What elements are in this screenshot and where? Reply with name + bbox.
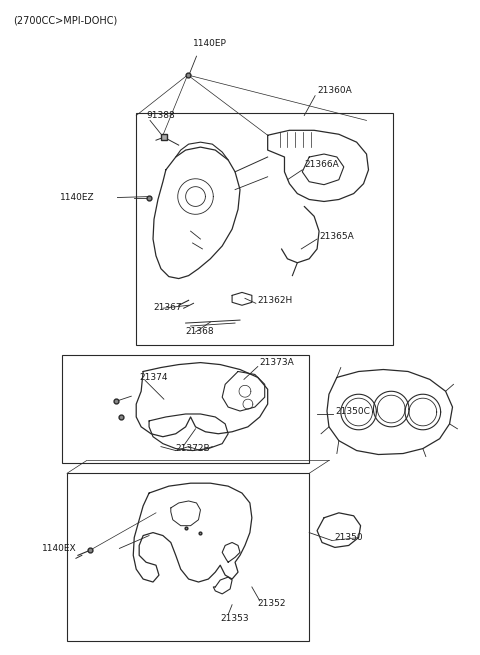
Text: 21372B: 21372B bbox=[176, 444, 210, 453]
Text: 21366A: 21366A bbox=[304, 160, 339, 170]
Text: 21365A: 21365A bbox=[319, 232, 354, 240]
Text: 1140EZ: 1140EZ bbox=[60, 193, 95, 202]
Text: 21373A: 21373A bbox=[260, 358, 295, 367]
Bar bbox=[67, 474, 309, 641]
Text: 21350: 21350 bbox=[334, 533, 362, 542]
Bar bbox=[136, 113, 393, 345]
Text: 91388: 91388 bbox=[146, 111, 175, 120]
Text: 21367: 21367 bbox=[153, 303, 181, 312]
Text: 21360A: 21360A bbox=[317, 86, 352, 95]
Text: 21350C: 21350C bbox=[335, 407, 370, 415]
Text: 1140EX: 1140EX bbox=[42, 544, 77, 553]
Text: 21368: 21368 bbox=[186, 328, 214, 337]
Bar bbox=[62, 354, 309, 463]
Text: 21352: 21352 bbox=[258, 599, 286, 608]
Text: 21374: 21374 bbox=[139, 373, 168, 382]
Text: 21362H: 21362H bbox=[258, 296, 293, 305]
Text: 1140EP: 1140EP bbox=[192, 39, 227, 48]
Text: 21353: 21353 bbox=[220, 614, 249, 623]
Text: (2700CC>MPI-DOHC): (2700CC>MPI-DOHC) bbox=[12, 16, 117, 26]
